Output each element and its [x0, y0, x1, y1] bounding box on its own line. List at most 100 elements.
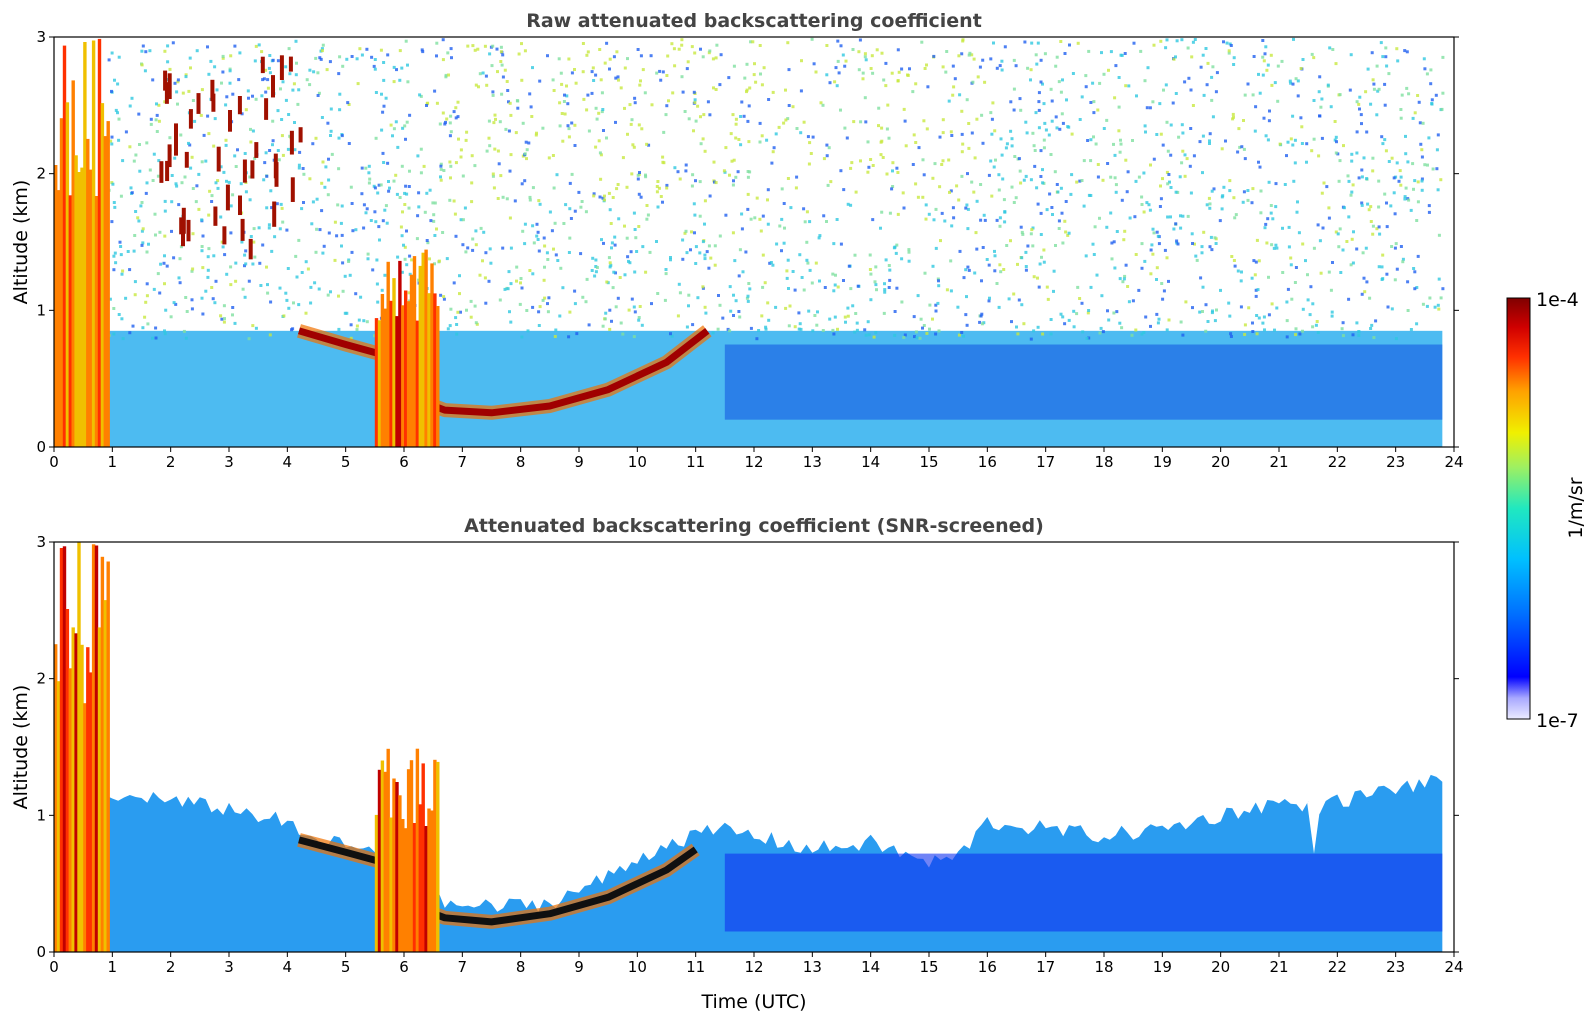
noise-speckle [433, 201, 437, 205]
noise-speckle [1357, 102, 1361, 106]
noise-speckle [1294, 266, 1298, 269]
noise-speckle [1095, 273, 1099, 277]
noise-speckle [884, 61, 888, 65]
noise-speckle [676, 314, 680, 318]
noise-speckle [1096, 175, 1100, 179]
noise-speckle [285, 228, 289, 232]
noise-speckle [1366, 202, 1370, 206]
noise-speckle [1273, 328, 1276, 332]
noise-speckle [206, 275, 210, 279]
noise-speckle [244, 262, 248, 266]
noise-speckle [1208, 245, 1212, 249]
noise-speckle [1394, 242, 1398, 246]
noise-speckle [869, 272, 873, 276]
noise-speckle [1001, 177, 1005, 181]
noise-speckle [564, 203, 568, 207]
noise-speckle [1016, 332, 1020, 336]
noise-speckle [1241, 200, 1245, 204]
noise-speckle [145, 294, 149, 298]
noise-speckle [701, 55, 705, 59]
noise-speckle [1091, 81, 1095, 85]
noise-speckle [454, 316, 458, 320]
noise-speckle [903, 333, 907, 337]
noise-speckle [474, 229, 478, 233]
noise-speckle [1242, 190, 1246, 194]
noise-speckle [140, 49, 144, 53]
noise-speckle [407, 291, 411, 295]
noise-speckle [124, 130, 128, 134]
noise-speckle [1156, 321, 1160, 325]
noise-speckle [949, 189, 953, 193]
noise-speckle [177, 276, 181, 280]
noise-speckle [317, 91, 321, 95]
noise-speckle [1208, 132, 1212, 136]
noise-speckle [1299, 116, 1303, 120]
noise-speckle [1151, 100, 1155, 104]
noise-speckle [553, 221, 557, 225]
noise-speckle [1318, 239, 1322, 243]
noise-speckle [1367, 208, 1371, 212]
noise-speckle [1113, 266, 1117, 270]
noise-speckle [212, 254, 216, 258]
noise-speckle [859, 159, 862, 163]
noise-speckle [687, 293, 691, 297]
noise-speckle [562, 222, 566, 225]
noise-speckle [846, 314, 850, 318]
noise-speckle [1415, 286, 1419, 289]
noise-speckle [376, 191, 380, 195]
noise-speckle [785, 276, 789, 280]
noise-speckle [676, 170, 680, 174]
noise-speckle [1133, 215, 1137, 219]
noise-speckle [375, 258, 379, 262]
noise-speckle [719, 53, 723, 57]
noise-speckle [641, 68, 645, 72]
x-tick-label: 8 [516, 958, 526, 976]
noise-speckle [669, 256, 672, 259]
noise-speckle [799, 131, 803, 135]
noise-speckle [681, 90, 685, 94]
noise-speckle [573, 68, 576, 71]
noise-speckle [683, 110, 687, 113]
noise-speckle [257, 43, 261, 47]
noise-speckle [764, 327, 768, 331]
noise-speckle [893, 333, 897, 337]
noise-speckle [635, 250, 639, 253]
noise-speckle [498, 120, 502, 124]
noise-speckle [1250, 276, 1254, 280]
noise-speckle [645, 217, 649, 221]
noise-speckle [1155, 312, 1159, 316]
noise-speckle [1236, 150, 1240, 154]
column-stripe [54, 644, 58, 952]
noise-speckle [870, 54, 874, 58]
noise-speckle [1080, 95, 1084, 99]
noise-speckle [1181, 214, 1185, 218]
noise-speckle [1061, 315, 1065, 319]
noise-speckle [1017, 298, 1021, 302]
noise-speckle [1334, 230, 1338, 234]
noise-speckle [1057, 80, 1061, 84]
noise-speckle [262, 77, 266, 81]
noise-speckle [117, 117, 121, 121]
noise-speckle [807, 309, 811, 313]
noise-speckle [214, 181, 218, 185]
noise-speckle [1318, 75, 1322, 79]
noise-speckle [995, 218, 999, 222]
noise-speckle [341, 261, 345, 265]
noise-speckle [960, 174, 964, 178]
noise-speckle [498, 298, 502, 302]
noise-speckle [112, 201, 116, 204]
noise-speckle [1415, 322, 1419, 326]
noise-speckle [387, 189, 391, 193]
noise-speckle [863, 52, 867, 56]
noise-speckle [1084, 74, 1088, 78]
noise-speckle [213, 301, 217, 305]
noise-speckle [262, 178, 266, 182]
noise-speckle [375, 282, 379, 286]
noise-speckle [605, 41, 609, 45]
noise-speckle [953, 77, 957, 81]
noise-speckle [1061, 121, 1065, 125]
noise-speckle [1416, 94, 1420, 97]
noise-speckle [1383, 103, 1387, 107]
noise-speckle [842, 279, 845, 282]
noise-speckle [469, 315, 473, 319]
